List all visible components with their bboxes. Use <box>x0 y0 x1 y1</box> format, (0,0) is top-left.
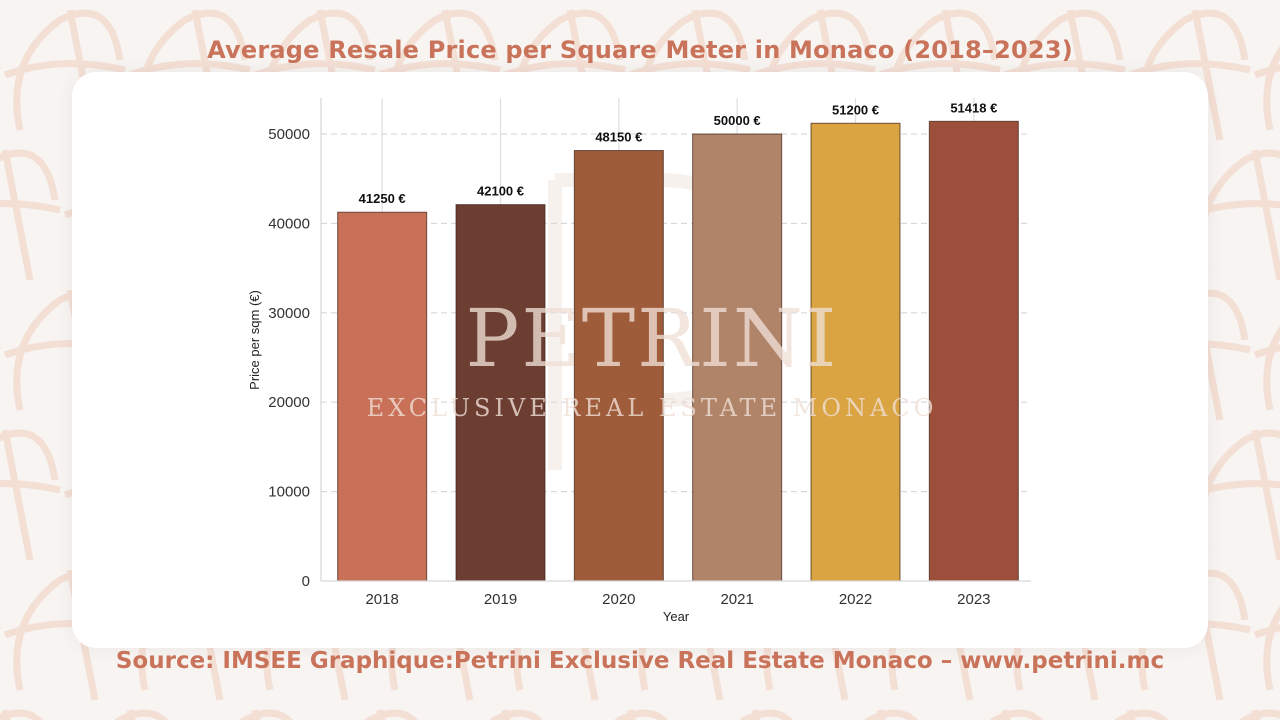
x-tick-label: 2021 <box>720 591 753 608</box>
x-axis-title: Year <box>663 609 690 624</box>
y-axis-title: Price per sqm (€) <box>247 290 262 390</box>
page-title: Average Resale Price per Square Meter in… <box>207 36 1073 64</box>
y-tick-label: 50000 <box>268 126 310 143</box>
chart-bars <box>337 120 1019 582</box>
bar-2023 <box>928 120 1019 582</box>
bar-value-label: 51418 € <box>950 100 997 115</box>
x-tick-label: 2018 <box>365 591 398 608</box>
bar-2021 <box>692 133 783 582</box>
y-tick-label: 30000 <box>268 305 310 322</box>
bar-value-labels: 41250 € 42100 € 48150 € 50000 € 51200 € 51418… <box>359 100 998 206</box>
chart-axes <box>320 98 1031 582</box>
bar-value-label: 42100 € <box>477 184 524 199</box>
x-tick-label: 2023 <box>957 591 990 608</box>
y-tick-label: 10000 <box>268 484 310 501</box>
watermark-brand: PETRINI <box>465 292 838 385</box>
source-caption: Source: IMSEE Graphique:Petrini Exclusiv… <box>115 648 1165 674</box>
y-tick-label: 20000 <box>268 394 310 411</box>
x-tick-label: 2022 <box>839 591 872 608</box>
bar-value-label: 50000 € <box>714 113 761 128</box>
y-tick-label: 0 <box>302 573 310 590</box>
x-tick-label: 2020 <box>602 591 635 608</box>
y-axis-ticks: 0 10000 20000 30000 40000 50000 <box>268 126 310 590</box>
bar-2019 <box>455 204 546 582</box>
x-tick-label: 2019 <box>484 591 517 608</box>
x-axis-ticks: 2018 2019 2020 2021 2022 2023 <box>365 591 990 608</box>
bar-value-label: 41250 € <box>359 191 406 206</box>
bar-value-label: 51200 € <box>832 102 879 117</box>
y-tick-label: 40000 <box>268 215 310 232</box>
bar-2020 <box>573 150 664 582</box>
bar-2022 <box>810 122 901 582</box>
bar-value-label: 48150 € <box>595 130 642 145</box>
watermark-tagline: EXCLUSIVE REAL ESTATE MONACO <box>367 394 938 422</box>
